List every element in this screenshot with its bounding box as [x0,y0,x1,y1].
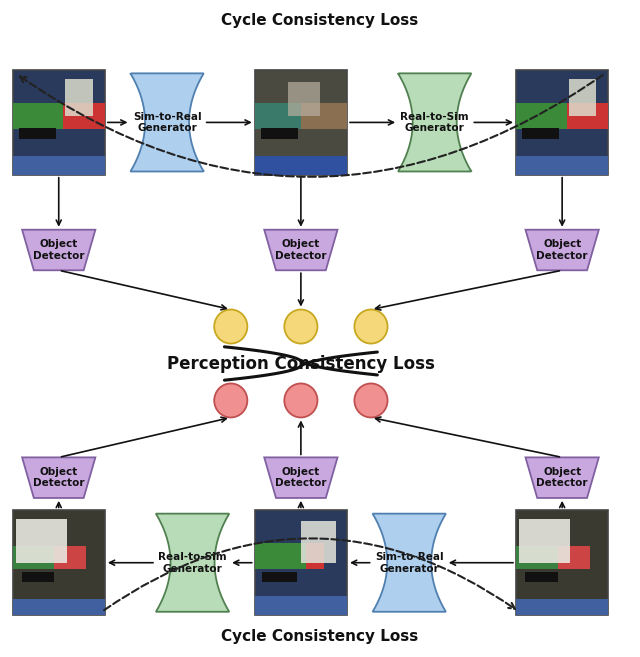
Text: Real-to-Sim
Generator: Real-to-Sim Generator [158,552,227,574]
Polygon shape [372,514,446,612]
Bar [54,546,86,569]
Polygon shape [131,74,204,171]
Polygon shape [525,230,599,270]
Bar [516,546,557,569]
Bar [516,70,609,175]
Bar [519,519,570,562]
Bar [301,102,347,129]
Text: Cycle Consistency Loss: Cycle Consistency Loss [221,629,419,645]
Bar [255,102,301,129]
Circle shape [214,384,247,417]
Circle shape [355,384,388,417]
Bar [255,156,347,175]
Text: Object
Detector: Object Detector [536,239,588,261]
Text: Sim-to-Real
Generator: Sim-to-Real Generator [375,552,444,574]
Bar [19,128,56,139]
Text: Object
Detector: Object Detector [275,239,326,261]
Bar [13,156,105,175]
Bar [16,519,67,562]
Polygon shape [22,457,95,498]
Text: Object
Detector: Object Detector [33,467,84,488]
Bar [522,128,559,139]
Bar [255,543,305,569]
Polygon shape [264,230,337,270]
Bar [516,156,609,175]
Text: Object
Detector: Object Detector [275,467,326,488]
Bar [567,102,609,129]
Circle shape [284,384,317,417]
Text: Object
Detector: Object Detector [33,239,84,261]
Bar [255,596,347,615]
Bar [262,572,297,582]
Text: Perception Consistency Loss: Perception Consistency Loss [167,355,435,373]
Text: Object
Detector: Object Detector [536,467,588,488]
Bar [516,510,609,615]
Circle shape [284,309,317,344]
Polygon shape [525,457,599,498]
Bar [305,543,324,569]
Polygon shape [156,514,229,612]
Bar [557,546,590,569]
Text: Real-to-Sim
Generator: Real-to-Sim Generator [401,112,469,133]
Polygon shape [264,457,337,498]
Bar [525,572,557,582]
Bar [516,102,567,129]
Circle shape [355,309,388,344]
Bar [255,70,347,175]
Bar [22,572,54,582]
Bar [13,599,105,615]
Circle shape [214,309,247,344]
Polygon shape [22,230,95,270]
Bar [63,102,105,129]
Bar [568,79,596,116]
Bar [255,510,347,615]
Bar [65,79,93,116]
Bar [13,102,63,129]
Bar [13,510,105,615]
Text: Cycle Consistency Loss: Cycle Consistency Loss [221,12,419,28]
Polygon shape [398,74,471,171]
Text: Sim-to-Real
Generator: Sim-to-Real Generator [132,112,202,133]
Bar [288,82,321,116]
Bar [516,599,609,615]
Bar [13,546,54,569]
Bar [13,70,105,175]
Bar [301,521,336,562]
Bar [261,128,298,139]
